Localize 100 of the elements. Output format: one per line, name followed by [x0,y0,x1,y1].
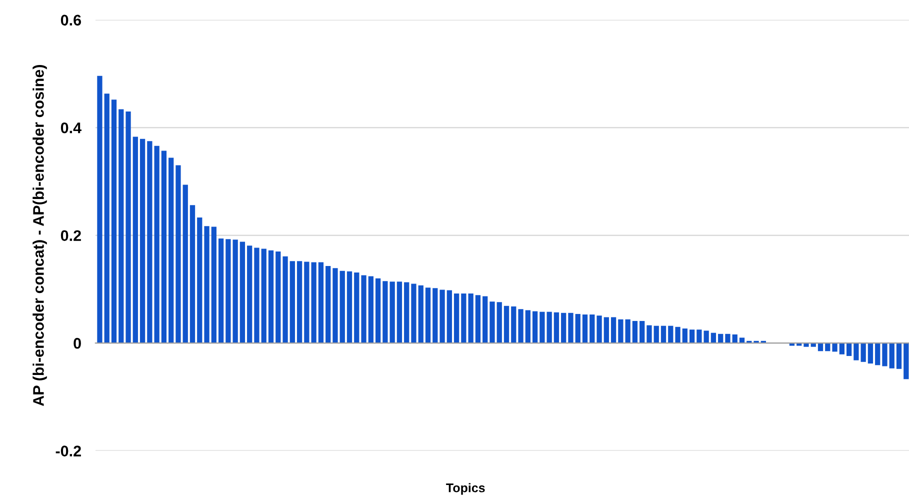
bar [854,343,859,360]
bar [739,338,745,344]
bar [490,302,495,344]
bar [525,310,530,344]
bar [118,109,124,344]
bar [161,150,167,344]
bar [97,76,102,344]
bar [904,343,909,380]
y-tick-label: 0 [74,338,81,349]
bar [226,239,231,344]
bar [554,312,560,344]
bar [868,343,874,364]
bar [211,226,216,344]
bar [654,326,659,344]
bar [111,100,117,344]
bar [404,282,410,344]
bar [704,330,709,344]
bar [660,326,666,344]
bar [168,158,174,344]
bar [311,262,316,344]
bar [461,294,466,344]
bar [632,320,638,344]
bar [839,343,844,354]
bar [475,295,481,344]
bar [804,343,809,347]
bar [368,276,374,344]
bar [818,343,824,352]
bar [290,261,295,344]
bar [346,271,352,344]
bar [482,296,488,344]
bar [440,290,445,344]
bar [810,343,816,347]
bar [132,136,138,344]
bar [361,275,366,344]
bar [276,251,281,344]
bar [504,306,510,344]
bar [411,284,416,344]
bar [710,332,716,344]
bar [689,330,695,344]
bar [382,281,388,344]
bar [732,334,738,344]
bar [882,343,888,366]
bar [326,266,331,344]
bar [725,334,730,344]
bar [875,343,880,366]
bar [696,330,702,344]
bar [646,325,652,344]
bar [540,312,545,344]
bar [432,288,438,344]
bar [896,343,902,369]
bar [582,314,588,344]
bar [889,343,894,368]
bar [610,317,616,344]
bar [590,314,595,344]
bar [675,326,680,344]
y-axis-title: AP (bi-encoder concat) - AP(bi-encoder cosine) [32,65,47,406]
y-tick-label: 0.6 [60,14,82,26]
bar [640,320,645,344]
bar [846,343,852,356]
bar [625,319,630,344]
bar [446,290,452,344]
bar [390,282,395,344]
bar [546,312,552,344]
bar [261,248,266,344]
y-tick-label: 0.4 [60,122,82,134]
bar [418,285,424,344]
bar [282,256,288,344]
bar [511,306,516,344]
bar [468,294,474,344]
bar [375,278,381,344]
y-tick-label: 0.2 [60,230,81,242]
bar [268,250,274,344]
bar [860,343,866,362]
bar [254,248,260,344]
bar [140,138,146,344]
bar [340,270,345,344]
bar [182,184,188,344]
bar [454,294,460,344]
bar [218,238,224,344]
bar [204,226,210,344]
bar [304,262,310,344]
x-axis-title: Topics [446,483,485,495]
bar [561,312,566,344]
bar [496,302,502,344]
bar [518,309,524,344]
bar [682,328,688,344]
bar [190,205,196,344]
bar [104,94,110,344]
bar [618,319,624,344]
bar [354,272,360,344]
bar [568,312,574,344]
bar [718,334,724,344]
bar [532,311,538,344]
bar [176,165,181,344]
bar [247,246,252,344]
bar [197,218,202,344]
bar [296,261,302,344]
bar [396,282,402,344]
bar [575,314,580,344]
bar [240,242,246,344]
